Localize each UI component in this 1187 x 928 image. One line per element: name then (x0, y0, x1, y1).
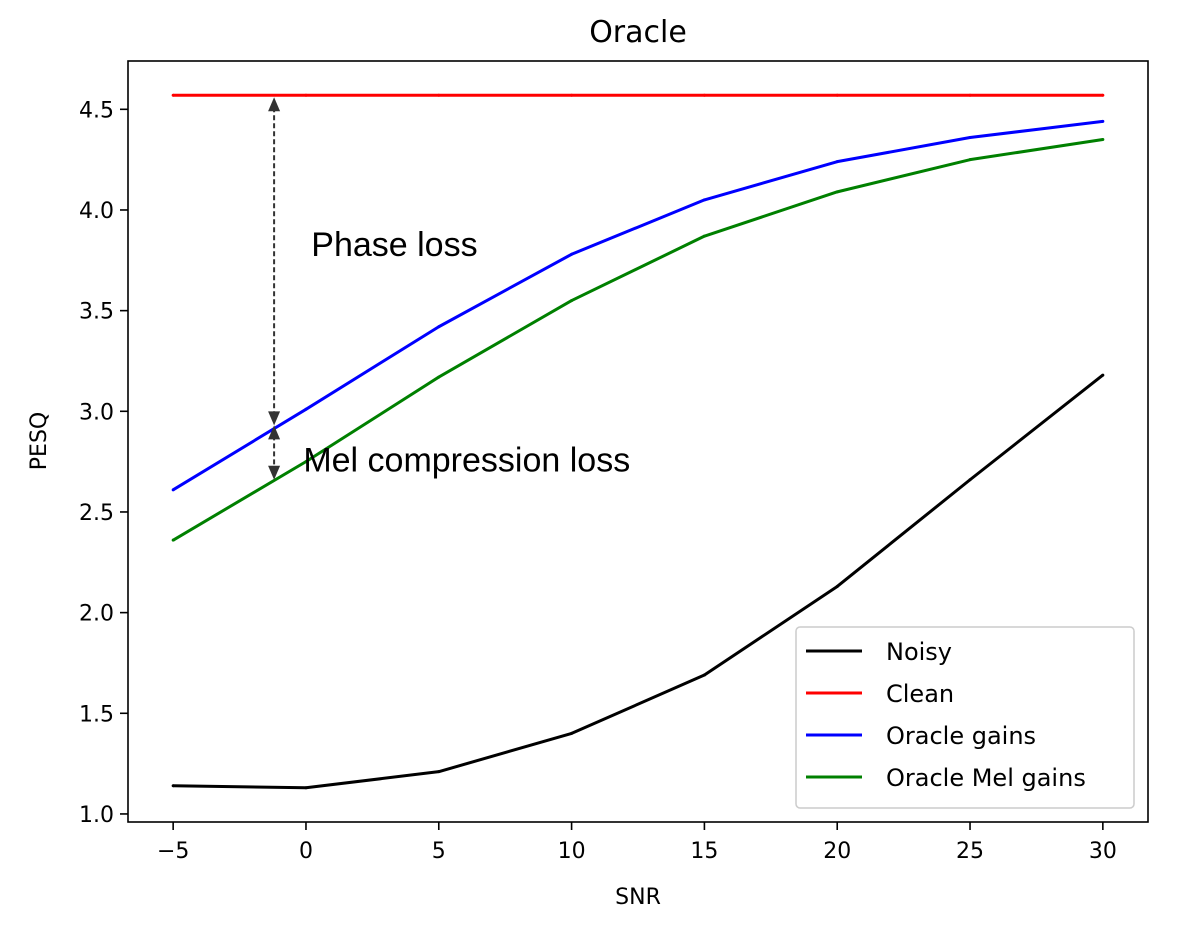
data-point-noisy (171, 784, 175, 788)
data-point-noisy (702, 673, 706, 677)
y-axis-label: PESQ (27, 412, 52, 470)
data-point-oracle-mel-gains (968, 158, 972, 162)
data-point-noisy (968, 478, 972, 482)
legend-label: Oracle gains (886, 722, 1036, 750)
series-line-oracle-mel-gains (172, 138, 1104, 542)
series-line-noisy (173, 373, 1104, 790)
data-point-clean (835, 93, 839, 97)
annotations: Phase loss Mel compression loss (268, 97, 630, 480)
data-point-noisy (570, 731, 574, 735)
data-point-oracle-mel-gains (304, 460, 308, 464)
plot-frame (127, 60, 1149, 823)
data-point-oracle-gains (835, 160, 839, 164)
y-tick-label: 2.5 (79, 501, 114, 526)
data-point-oracle-mel-gains (570, 299, 574, 303)
data-point-noisy (304, 786, 308, 790)
data-point-noisy (1101, 373, 1105, 377)
x-tick-label: 0 (299, 839, 313, 864)
x-tick-label: 20 (823, 839, 851, 864)
data-point-oracle-gains (1101, 119, 1105, 123)
data-point-clean (304, 93, 308, 97)
series-line-oracle-gains (172, 119, 1104, 492)
legend-label: Oracle Mel gains (886, 764, 1086, 792)
x-tick-label: 25 (956, 839, 984, 864)
data-point-clean (437, 93, 441, 97)
data-point-oracle-gains (304, 407, 308, 411)
y-tick-label: 2.0 (79, 602, 114, 627)
axis-ticks: −5 0 5 10 15 20 25 30 1.0 1.5 2.0 2.5 3.0 3.5 4.0 4.5 (79, 98, 1117, 864)
data-point-noisy (437, 770, 441, 774)
x-tick-label: 15 (690, 839, 718, 864)
x-tick-label: 30 (1089, 839, 1117, 864)
data-point-clean (702, 93, 706, 97)
annotation-text: Phase loss (311, 226, 477, 264)
data-point-clean (968, 93, 972, 97)
data-point-oracle-mel-gains (835, 190, 839, 194)
y-tick-label: 3.5 (79, 300, 114, 325)
data-point-clean (570, 93, 574, 97)
x-tick-label: 5 (432, 839, 446, 864)
data-point-oracle-gains (171, 488, 175, 492)
annotation-arrowhead-down (268, 465, 281, 480)
x-axis-label: SNR (615, 885, 661, 910)
y-tick-label: 4.0 (79, 199, 114, 224)
legend-label: Noisy (886, 638, 952, 666)
legend-box (795, 626, 1135, 809)
data-point-oracle-mel-gains (702, 234, 706, 238)
data-point-oracle-gains (968, 136, 972, 140)
data-point-oracle-gains (702, 198, 706, 202)
data-point-oracle-mel-gains (171, 538, 175, 542)
data-point-oracle-mel-gains (437, 375, 441, 379)
annotation-arrowhead-down (268, 411, 281, 426)
data-point-clean (1101, 93, 1105, 97)
data-point-oracle-gains (570, 252, 574, 256)
chart-title: Oracle (589, 15, 687, 50)
data-point-noisy (835, 584, 839, 588)
annotation-text: Mel compression loss (303, 442, 630, 480)
annotation-arrowhead-up (268, 97, 281, 112)
annotation-arrowhead-up (268, 425, 281, 440)
plot-marks (171, 93, 1105, 790)
x-tick-label: 10 (558, 839, 586, 864)
legend: Noisy Clean Oracle gains Oracle Mel gains (795, 626, 1135, 809)
y-tick-label: 4.5 (79, 98, 114, 123)
data-point-oracle-gains (437, 325, 441, 329)
y-tick-label: 1.5 (79, 702, 114, 727)
data-point-oracle-mel-gains (1101, 138, 1105, 142)
legend-label: Clean (886, 680, 954, 708)
y-tick-label: 1.0 (79, 803, 114, 828)
data-point-clean (171, 93, 175, 97)
y-tick-label: 3.0 (79, 400, 114, 425)
x-tick-label: −5 (157, 839, 189, 864)
